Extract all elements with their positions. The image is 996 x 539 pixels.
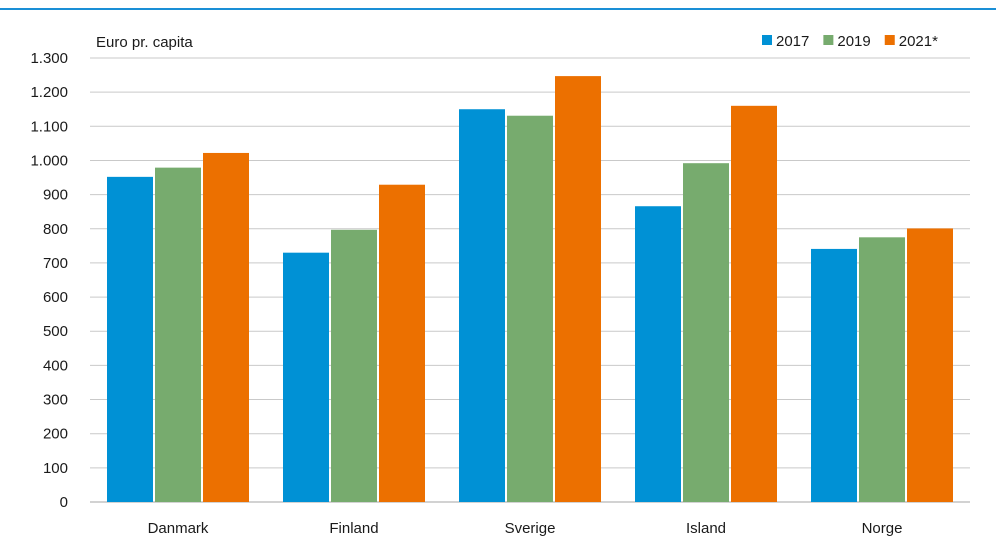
y-tick-label: 400 [43,357,68,374]
y-tick-label: 0 [60,494,68,511]
y-tick-label: 200 [43,426,68,443]
bars [107,76,953,503]
bar-danmark-2017 [107,176,153,502]
legend-label: 2019 [837,33,870,50]
bar-sverige-2021 [555,76,601,503]
y-axis-title: Euro pr. capita [96,34,193,51]
bar-norge-2021 [907,228,953,503]
bar-sverige-2019 [507,115,553,502]
bar-finland-2017 [283,252,329,502]
y-tick-labels: 0 100 200 300 400 500 600 700 800 900 1.000 1.100 1.… [30,50,68,511]
bar-norge-2017 [811,248,857,502]
bar-norge-2019 [859,237,905,503]
x-tick-label-danmark: Danmark [148,520,209,537]
x-tick-label-norge: Norge [862,520,903,537]
y-tick-label: 300 [43,392,68,409]
y-tick-label: 1.200 [30,84,68,101]
legend-label: 2021* [899,33,938,50]
y-tick-label: 100 [43,460,68,477]
bar-danmark-2021 [203,152,249,502]
bar-finland-2021 [379,184,425,503]
y-tick-label: 500 [43,323,68,340]
y-tick-label: 1.000 [30,152,68,169]
bar-sverige-2017 [459,109,505,502]
x-tick-label-finland: Finland [329,520,378,537]
x-tick-labels: Danmark Finland Sverige Island Norge [148,520,903,537]
y-tick-label: 1.100 [30,118,68,135]
bar-island-2017 [635,206,681,502]
y-tick-label: 900 [43,187,68,204]
x-tick-label-sverige: Sverige [505,520,556,537]
bar-finland-2019 [331,229,377,503]
bar-island-2019 [683,163,729,502]
top-rule [0,8,996,10]
legend-swatch [884,35,895,45]
y-tick-label: 1.300 [30,50,68,67]
x-tick-label-island: Island [686,520,726,537]
legend-swatch [823,35,834,45]
y-tick-label: 600 [43,289,68,306]
y-tick-label: 700 [43,255,68,272]
y-tick-label: 800 [43,221,68,238]
legend-label: 2017 [776,33,809,50]
legend: 2017 2019 2021* [762,33,938,50]
legend-swatch [762,35,772,45]
bar-danmark-2019 [155,167,201,502]
bar-island-2021 [731,105,777,503]
